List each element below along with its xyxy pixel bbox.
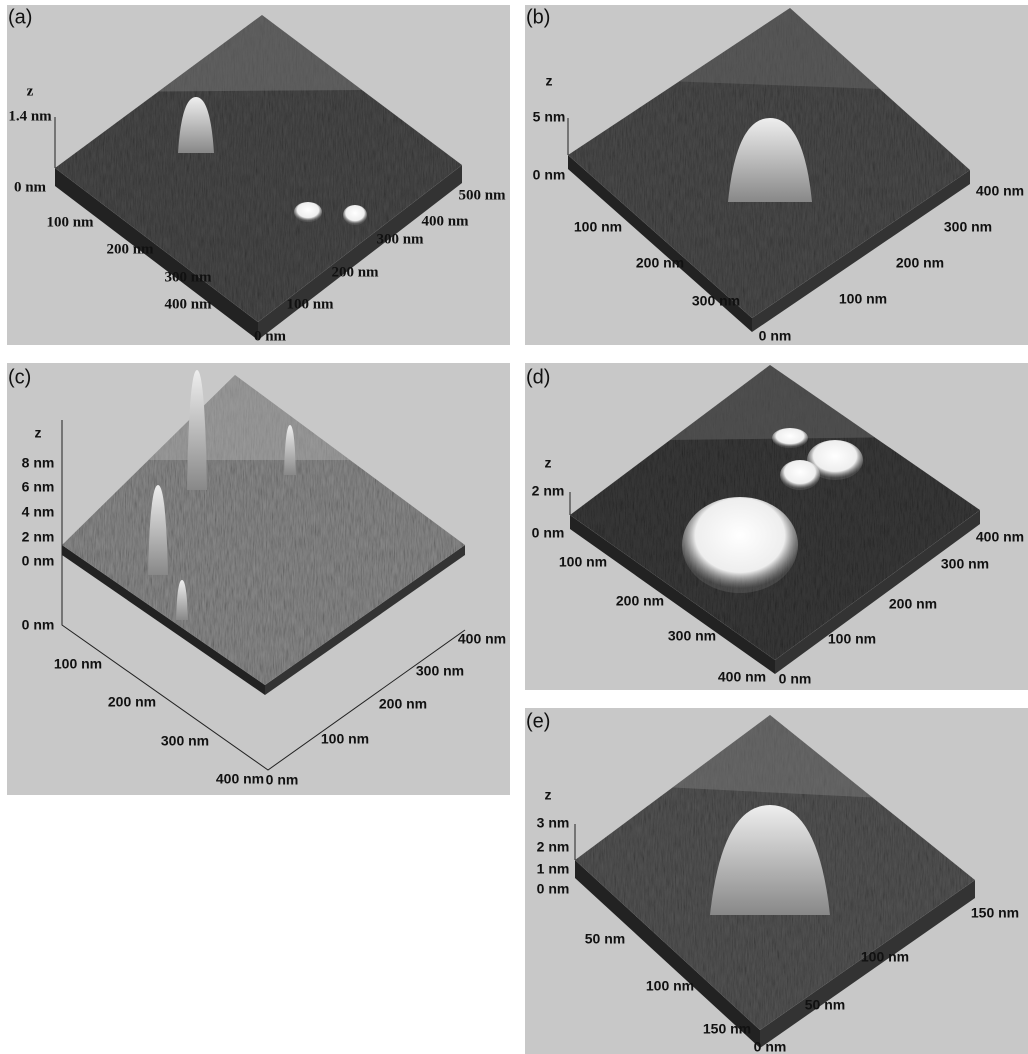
z-tick-label: 1 nm <box>537 861 570 877</box>
x-tick-label: 100 nm <box>646 978 694 994</box>
z-tick-label: 0 nm <box>22 553 55 569</box>
z-tick-label: 0 nm <box>22 617 55 633</box>
y-tick-label: 200 nm <box>331 264 379 280</box>
x-tick-label: 100 nm <box>574 219 622 235</box>
afm-panel: (c) z 8 nm 6 nm 4 nm 2 nm 0 nm 0 nm 100 nm 200 nm… <box>7 363 510 795</box>
panel-label: (b) <box>526 6 550 28</box>
height-feature <box>343 205 367 225</box>
y-tick-label: 50 nm <box>805 997 845 1013</box>
y-tick-label: 0 nm <box>754 1039 787 1054</box>
y-tick-label: 200 nm <box>379 696 427 712</box>
panel-label: (d) <box>526 366 550 388</box>
height-feature <box>682 497 798 593</box>
y-tick-label: 150 nm <box>971 905 1019 921</box>
x-tick-label: 50 nm <box>585 931 625 947</box>
x-tick-label: 300 nm <box>161 733 209 749</box>
y-tick-label: 300 nm <box>416 663 464 679</box>
panel-label: (e) <box>526 710 550 732</box>
z-axis-label: z <box>35 425 42 441</box>
y-tick-label: 0 nm <box>759 328 792 344</box>
afm-panel: (a) z 1.4 nm 0 nm 100 nm 200 nm 300 nm 400 nm 0 … <box>7 5 510 345</box>
afm-panel: (b) z 5 nm 0 nm 100 nm 200 nm 300 nm 0 nm 100 nm… <box>525 5 1028 345</box>
y-tick-label: 300 nm <box>376 231 424 247</box>
z-tick-label: 0 nm <box>14 179 47 195</box>
y-tick-label: 0 nm <box>266 772 299 788</box>
height-feature <box>772 428 808 448</box>
y-tick-label: 0 nm <box>254 328 287 344</box>
z-tick-label: 1.4 nm <box>8 108 52 124</box>
y-tick-label: 300 nm <box>941 556 989 572</box>
x-tick-label: 100 nm <box>46 214 94 230</box>
z-axis-label: z <box>27 83 34 99</box>
z-tick-label: 0 nm <box>537 881 570 897</box>
x-tick-label: 400 nm <box>164 296 212 312</box>
z-tick-label: 2 nm <box>532 483 565 499</box>
height-feature <box>294 202 322 222</box>
x-tick-label: 200 nm <box>616 593 664 609</box>
y-tick-label: 100 nm <box>861 949 909 965</box>
x-tick-label: 300 nm <box>164 269 212 285</box>
x-tick-label: 400 nm <box>216 771 264 787</box>
x-tick-label: 200 nm <box>108 694 156 710</box>
z-tick-label: 2 nm <box>537 839 570 855</box>
z-axis-label: z <box>545 787 552 803</box>
y-tick-label: 100 nm <box>828 631 876 647</box>
z-tick-label: 0 nm <box>532 525 565 541</box>
z-tick-label: 2 nm <box>22 529 55 545</box>
x-tick-label: 300 nm <box>668 628 716 644</box>
x-tick-label: 200 nm <box>636 255 684 271</box>
z-axis-label: z <box>546 73 553 89</box>
y-tick-label: 100 nm <box>286 296 334 312</box>
z-tick-label: 5 nm <box>533 109 566 125</box>
z-axis-label: z <box>545 455 552 471</box>
afm-panel: (d) z 2 nm 0 nm 100 nm 200 nm 300 nm 400 nm 0 nm… <box>525 363 1028 690</box>
figure: (a)z1.4 nm0 nm100 nm200 nm300 nm400 nm0 … <box>0 0 1028 1054</box>
y-tick-label: 500 nm <box>458 187 506 203</box>
x-tick-label: 200 nm <box>106 241 154 257</box>
x-tick-label: 100 nm <box>54 656 102 672</box>
x-tick-label: 100 nm <box>559 554 607 570</box>
y-tick-label: 300 nm <box>944 219 992 235</box>
panel-label: (a) <box>8 6 32 28</box>
y-tick-label: 400 nm <box>976 183 1024 199</box>
y-tick-label: 400 nm <box>458 631 506 647</box>
y-tick-label: 400 nm <box>421 213 469 229</box>
x-tick-label: 150 nm <box>703 1021 751 1037</box>
y-tick-label: 100 nm <box>839 291 887 307</box>
y-tick-label: 200 nm <box>889 596 937 612</box>
y-tick-label: 100 nm <box>321 731 369 747</box>
z-tick-label: 3 nm <box>537 815 570 831</box>
z-tick-label: 6 nm <box>22 479 55 495</box>
x-tick-label: 400 nm <box>718 669 766 685</box>
z-tick-label: 4 nm <box>22 504 55 520</box>
z-tick-label: 0 nm <box>533 167 566 183</box>
height-feature <box>780 460 820 490</box>
y-tick-label: 400 nm <box>976 529 1024 545</box>
y-tick-label: 0 nm <box>779 671 812 687</box>
z-tick-label: 8 nm <box>22 455 55 471</box>
panel-label: (c) <box>8 366 31 388</box>
y-tick-label: 200 nm <box>896 255 944 271</box>
x-tick-label: 300 nm <box>692 293 740 309</box>
